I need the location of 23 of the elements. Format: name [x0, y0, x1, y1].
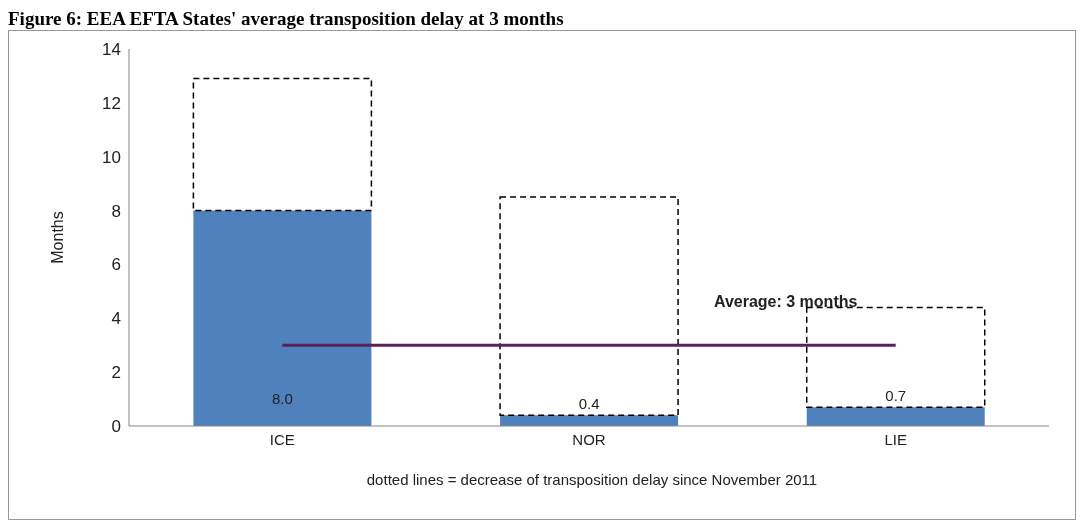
bar: [805, 306, 986, 408]
y-axis-title: Months: [48, 211, 66, 264]
y-tick-label: 4: [111, 309, 121, 329]
bar: [192, 77, 373, 212]
x-tick-label: LIE: [884, 430, 907, 448]
ref-line-label: Average: 3 months: [713, 293, 858, 311]
y-tick-label: 2: [111, 363, 121, 383]
y-tick-label: 6: [111, 255, 121, 275]
x-tick-label: NOR: [572, 430, 606, 448]
bar: [499, 196, 679, 416]
x-tick-label: ICE: [269, 430, 295, 448]
chart-title: Figure 6: EEA EFTA States' average transposition delay at 3 months: [8, 8, 565, 30]
y-tick-label: 14: [102, 40, 121, 60]
bar: [193, 210, 372, 426]
y-tick-label: 8: [111, 201, 121, 221]
y-tick-label: 12: [102, 93, 121, 113]
y-tick-label: 10: [102, 147, 121, 167]
bar: [806, 407, 985, 426]
y-tick-label: 0: [111, 417, 121, 437]
data-label: 0.4: [578, 395, 600, 413]
data-label: 8.0: [271, 390, 293, 407]
data-label: 0.7: [885, 387, 907, 405]
text: dotted lines = decrease of transposition delay since November 2011: [365, 471, 819, 488]
